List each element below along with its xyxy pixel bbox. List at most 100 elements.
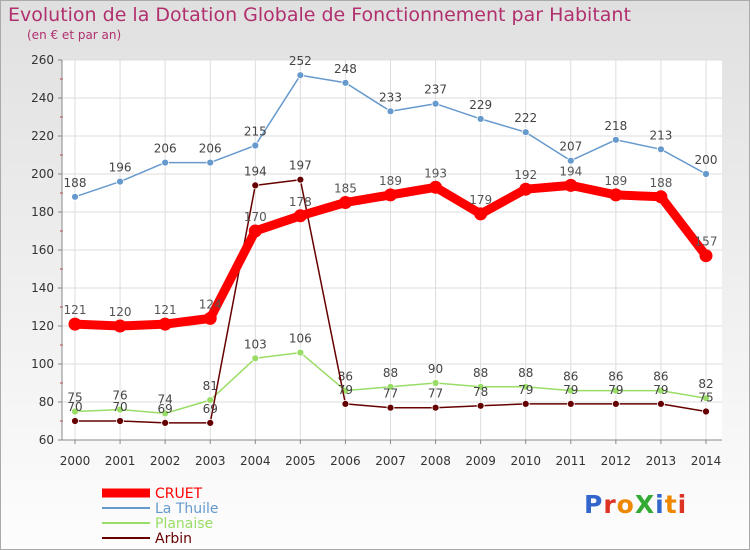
data-point-arbin	[341, 399, 350, 408]
data-point-la-thuile	[161, 158, 170, 167]
x-tick-label: 2010	[510, 454, 541, 468]
data-point-arbin	[431, 403, 440, 412]
data-point-la-thuile	[341, 78, 350, 87]
data-label-la-thuile: 218	[604, 119, 627, 133]
data-label-la-thuile: 252	[289, 54, 312, 68]
x-tick-label: 2011	[556, 454, 587, 468]
data-label-arbin: 70	[67, 400, 82, 414]
data-label-cruet: 124	[199, 297, 222, 311]
data-label-cruet: 194	[559, 164, 582, 178]
data-label-cruet: 121	[64, 303, 87, 317]
data-point-arbin	[251, 181, 260, 190]
data-point-planaise	[611, 386, 620, 395]
data-label-planaise: 88	[518, 366, 533, 380]
data-point-planaise	[476, 382, 485, 391]
data-point-cruet	[474, 207, 488, 221]
legend-label-la-thuile: La Thuile	[155, 501, 219, 517]
data-point-arbin	[657, 399, 665, 408]
data-point-planaise	[431, 379, 440, 387]
data-label-la-thuile: 196	[109, 161, 132, 175]
x-tick-label: 2007	[375, 454, 406, 468]
data-label-cruet: 179	[469, 193, 492, 207]
data-point-la-thuile	[566, 156, 575, 165]
y-tick-label: 140	[31, 281, 54, 295]
data-point-arbin	[521, 399, 530, 408]
data-point-cruet	[158, 317, 172, 331]
x-tick-label: 2008	[420, 454, 451, 468]
chart-title: Evolution de la Dotation Globale de Fonc…	[8, 4, 631, 26]
data-label-arbin: 78	[473, 385, 488, 399]
data-label-cruet: 188	[649, 176, 672, 190]
data-point-arbin	[476, 401, 485, 410]
data-point-cruet	[338, 196, 352, 209]
series-arbin: 70 70 69 69 194 197 79 77 77 78 79 79 79 79 75	[67, 159, 714, 427]
x-tick-label: 2014	[691, 454, 722, 468]
x-tick-label: 2004	[240, 454, 271, 468]
x-tick-label: 2012	[601, 454, 632, 468]
logo-letter: t	[664, 490, 678, 519]
chart-subtitle: (en € et par an)	[27, 28, 122, 42]
y-tick-label: 200	[31, 167, 54, 181]
data-point-la-thuile	[386, 107, 395, 116]
data-label-planaise: 88	[383, 366, 398, 380]
data-label-planaise: 86	[338, 370, 353, 384]
data-label-arbin: 79	[338, 383, 353, 397]
data-point-planaise	[702, 394, 710, 403]
data-label-la-thuile: 248	[334, 62, 357, 76]
data-label-cruet: 120	[109, 305, 132, 319]
y-tick-label: 260	[31, 53, 54, 67]
data-label-la-thuile: 206	[199, 142, 222, 156]
x-tick-label: 2003	[195, 454, 226, 468]
data-label-la-thuile: 213	[649, 128, 672, 142]
data-point-cruet	[519, 182, 533, 196]
data-label-cruet: 189	[604, 174, 627, 188]
series-la-thuile: 188 196 206 206 215 252 248 233 237 229 222 207 218 2…	[64, 54, 718, 201]
data-label-arbin: 79	[653, 383, 668, 397]
data-label-la-thuile: 237	[424, 83, 447, 97]
data-point-arbin	[566, 399, 575, 408]
data-label-cruet: 189	[379, 174, 402, 188]
data-label-planaise: 103	[244, 337, 267, 351]
logo-letter: r	[603, 490, 617, 519]
data-point-arbin	[116, 417, 124, 425]
data-point-la-thuile	[657, 145, 665, 154]
data-label-la-thuile: 188	[64, 176, 87, 190]
data-point-arbin	[296, 175, 305, 184]
data-point-planaise	[116, 405, 124, 414]
data-label-planaise: 81	[203, 379, 218, 393]
data-point-cruet	[248, 224, 262, 238]
data-label-la-thuile: 200	[695, 153, 718, 167]
data-label-arbin: 77	[383, 387, 398, 401]
data-point-cruet	[68, 317, 82, 331]
logo-letter: o	[616, 490, 635, 519]
data-label-arbin: 79	[518, 383, 533, 397]
data-point-planaise	[521, 382, 530, 391]
data-label-planaise: 106	[289, 332, 312, 346]
data-point-la-thuile	[611, 135, 620, 144]
series-cruet: 121 120 121 124 170 178 185 189 193 179 192 194 189 1…	[64, 164, 717, 333]
data-point-cruet	[654, 190, 668, 204]
legend-label-cruet: CRUET	[155, 486, 203, 502]
data-label-planaise: 75	[67, 391, 82, 405]
x-tick-label: 2000	[60, 454, 91, 468]
data-point-cruet	[609, 188, 623, 202]
data-label-arbin: 197	[289, 159, 312, 173]
data-point-planaise	[206, 396, 215, 405]
data-label-la-thuile: 207	[559, 140, 582, 154]
y-tick-label: 160	[31, 243, 54, 257]
y-tick-label: 180	[31, 205, 54, 219]
x-tick-label: 2002	[150, 454, 181, 468]
logo-letter: i	[655, 490, 665, 519]
data-point-la-thuile	[296, 71, 305, 80]
data-label-arbin: 69	[158, 402, 173, 416]
x-tick-label: 2013	[646, 454, 677, 468]
data-point-planaise	[251, 354, 260, 363]
data-point-la-thuile	[702, 170, 710, 178]
proxiti-logo: ProXiti	[584, 490, 687, 519]
data-label-planaise: 74	[158, 392, 173, 406]
data-label-arbin: 70	[112, 400, 127, 414]
data-label-cruet: 170	[244, 210, 267, 224]
data-point-cruet	[429, 180, 443, 194]
y-tick-label: 240	[31, 91, 54, 105]
logo-letter: i	[677, 490, 688, 519]
